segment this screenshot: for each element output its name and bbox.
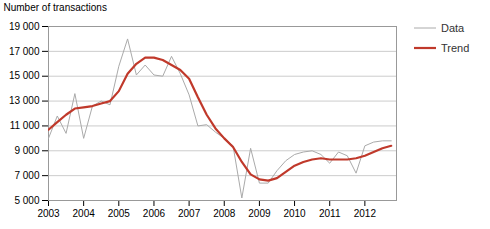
svg-text:11 000: 11 000 <box>10 120 40 131</box>
svg-text:Number of transactions: Number of transactions <box>4 2 107 13</box>
svg-text:9 000: 9 000 <box>14 145 39 156</box>
svg-text:2003: 2003 <box>37 208 60 219</box>
svg-text:2010: 2010 <box>283 208 306 219</box>
svg-text:2012: 2012 <box>354 208 377 219</box>
svg-text:15 000: 15 000 <box>9 70 40 81</box>
svg-text:2011: 2011 <box>319 208 341 219</box>
svg-text:13 000: 13 000 <box>9 95 40 106</box>
svg-text:2005: 2005 <box>108 208 131 219</box>
svg-text:7 000: 7 000 <box>14 170 39 181</box>
svg-text:5 000: 5 000 <box>14 195 39 206</box>
html-text:Trend: Trend <box>441 42 470 54</box>
svg-text:2008: 2008 <box>213 208 236 219</box>
svg-text:2004: 2004 <box>73 208 96 219</box>
svg-text:2007: 2007 <box>178 208 201 219</box>
svg-text:17 000: 17 000 <box>9 46 40 57</box>
svg-text:19 000: 19 000 <box>9 21 40 32</box>
svg-text:2006: 2006 <box>143 208 166 219</box>
svg-text:2009: 2009 <box>248 208 271 219</box>
html-text:Data: Data <box>441 22 465 34</box>
